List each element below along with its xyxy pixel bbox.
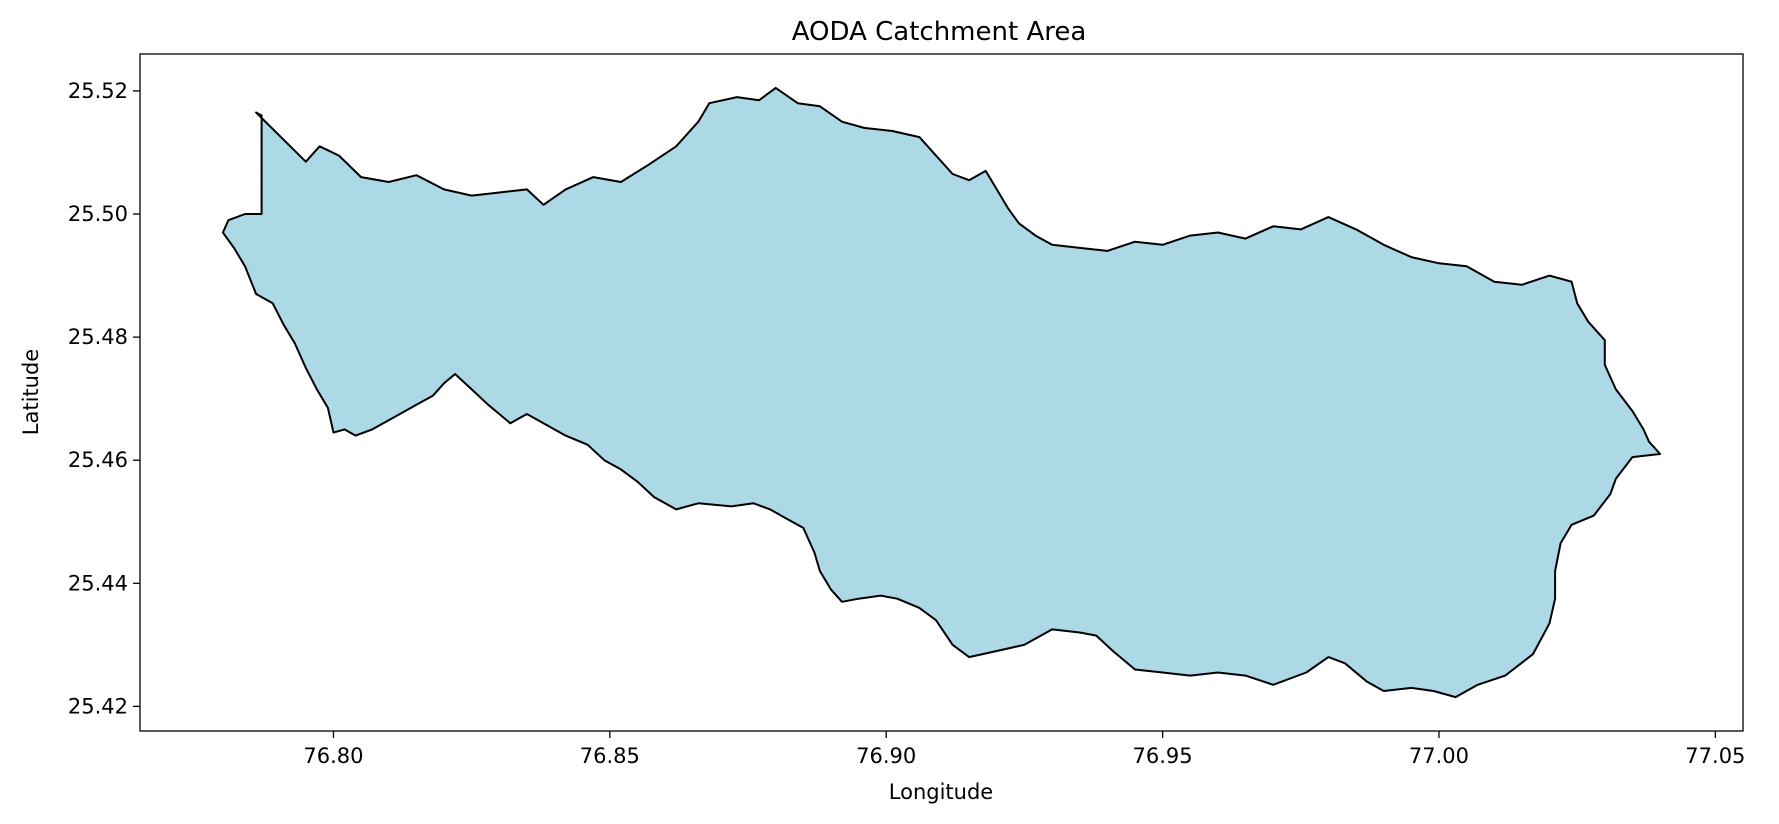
- x-tick-label: 76.80: [303, 744, 363, 768]
- y-tick-label: 25.42: [68, 694, 128, 718]
- x-tick-label: 76.95: [1133, 744, 1193, 768]
- x-tick-label: 77.00: [1409, 744, 1469, 768]
- y-axis: 25.42 25.44 25.46 25.48 25.50 25.52: [68, 79, 140, 718]
- y-tick-label: 25.52: [68, 79, 128, 103]
- plot-frame: [139, 53, 1744, 732]
- catchment-polygon-aoda: [221, 86, 1662, 699]
- y-axis-label: Latitude: [19, 349, 43, 435]
- x-axis-label: Longitude: [889, 780, 993, 804]
- y-tick-label: 25.44: [68, 571, 128, 595]
- y-tick-label: 25.50: [68, 202, 128, 226]
- y-tick-label: 25.46: [68, 448, 128, 472]
- feature-layer: [221, 86, 1662, 699]
- chart-title: AODA Catchment Area: [792, 17, 1087, 47]
- y-tick-label: 25.48: [68, 325, 128, 349]
- x-tick-label: 76.90: [856, 744, 916, 768]
- x-axis: 76.80 76.85 76.90 76.95 77.00 77.05: [303, 731, 1745, 768]
- x-tick-label: 77.05: [1685, 744, 1745, 768]
- x-tick-label: 76.85: [580, 744, 640, 768]
